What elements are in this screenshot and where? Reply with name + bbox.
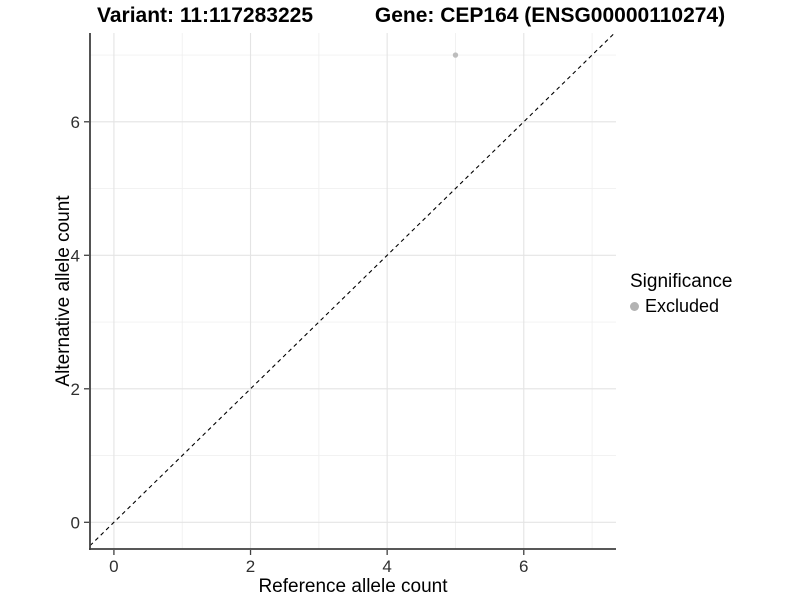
data-point bbox=[452, 52, 459, 58]
y-axis-title: Alternative allele count bbox=[53, 195, 74, 387]
x-tick-label: 2 bbox=[246, 557, 255, 576]
legend-entry-excluded: Excluded bbox=[630, 296, 732, 316]
y-tick-label: 2 bbox=[71, 380, 80, 399]
x-tick-label: 4 bbox=[382, 557, 391, 576]
legend-title: Significance bbox=[630, 271, 733, 292]
gene-title: Gene: CEP164 (ENSG00000110274) bbox=[374, 4, 726, 27]
x-axis-title: Reference allele count bbox=[258, 576, 448, 597]
legend-entry-label: Excluded bbox=[645, 296, 720, 316]
y-tick-label: 6 bbox=[71, 113, 80, 132]
excluded-point-icon bbox=[630, 301, 639, 311]
x-tick-label: 6 bbox=[519, 557, 528, 576]
legend: Significance Excluded bbox=[630, 271, 732, 316]
variant-title: Variant: 11:117283225 bbox=[96, 4, 314, 27]
y-tick-label: 4 bbox=[71, 246, 80, 265]
y-tick-label: 0 bbox=[71, 513, 80, 532]
identity-line bbox=[89, 32, 616, 547]
x-tick-label: 0 bbox=[109, 557, 118, 576]
